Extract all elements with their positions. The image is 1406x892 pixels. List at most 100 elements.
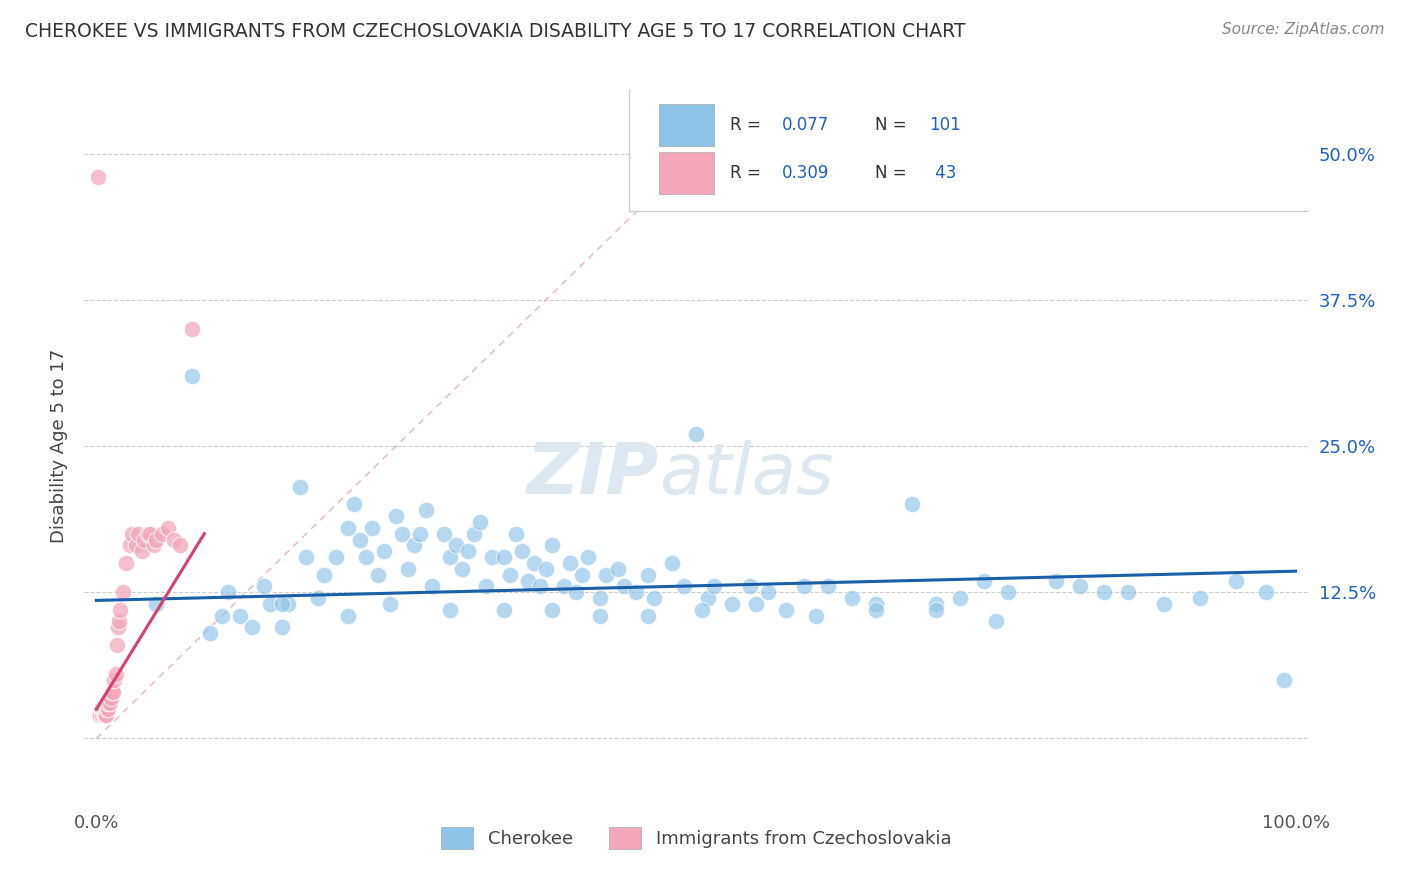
Point: [1188, 591, 1211, 605]
Text: 0.077: 0.077: [782, 116, 830, 134]
Point: [96, 697, 118, 711]
Point: [1254, 585, 1277, 599]
Point: [396, 562, 419, 576]
Point: [91, 708, 114, 723]
Text: 43: 43: [929, 164, 956, 182]
Point: [229, 608, 252, 623]
Point: [1045, 574, 1067, 588]
Point: [290, 480, 312, 494]
Point: [115, 556, 138, 570]
Point: [142, 538, 165, 552]
Point: [97, 702, 120, 716]
Point: [973, 574, 995, 588]
Point: [86, 169, 108, 184]
FancyBboxPatch shape: [659, 104, 714, 146]
Point: [1272, 673, 1295, 687]
Point: [505, 526, 527, 541]
Point: [101, 684, 124, 698]
Point: [240, 620, 263, 634]
Point: [111, 585, 134, 599]
Point: [200, 626, 222, 640]
Point: [150, 526, 173, 541]
Point: [865, 603, 887, 617]
Point: [314, 567, 336, 582]
Point: [343, 498, 366, 512]
Point: [672, 579, 695, 593]
Point: [804, 608, 827, 623]
FancyBboxPatch shape: [659, 152, 714, 194]
Point: [380, 597, 402, 611]
Point: [163, 533, 186, 547]
Point: [841, 591, 863, 605]
Text: Source: ZipAtlas.com: Source: ZipAtlas.com: [1222, 22, 1385, 37]
Point: [865, 597, 887, 611]
Point: [925, 603, 948, 617]
Point: [97, 697, 120, 711]
Point: [529, 579, 551, 593]
Point: [494, 603, 516, 617]
Point: [93, 708, 117, 723]
Point: [949, 591, 972, 605]
Point: [613, 579, 636, 593]
FancyBboxPatch shape: [628, 86, 1313, 211]
Point: [595, 567, 617, 582]
Point: [541, 603, 564, 617]
Point: [481, 550, 503, 565]
Point: [624, 585, 647, 599]
Point: [125, 538, 148, 552]
Point: [1116, 585, 1139, 599]
Point: [94, 697, 117, 711]
Point: [1225, 574, 1247, 588]
Point: [925, 597, 948, 611]
Point: [127, 526, 149, 541]
Point: [756, 585, 779, 599]
Point: [541, 538, 564, 552]
Point: [409, 526, 432, 541]
Point: [404, 538, 426, 552]
Point: [463, 526, 485, 541]
Y-axis label: Disability Age 5 to 17: Disability Age 5 to 17: [51, 349, 69, 543]
Point: [337, 608, 360, 623]
Point: [325, 550, 347, 565]
Text: 0.309: 0.309: [782, 164, 830, 182]
Point: [271, 620, 294, 634]
Point: [136, 526, 159, 541]
Point: [145, 533, 167, 547]
Point: [103, 673, 125, 687]
Point: [499, 567, 522, 582]
Point: [745, 597, 768, 611]
Point: [385, 509, 408, 524]
Point: [307, 591, 329, 605]
Point: [534, 562, 557, 576]
Point: [643, 591, 665, 605]
Point: [337, 521, 360, 535]
Point: [589, 608, 612, 623]
Point: [607, 562, 630, 576]
Text: 101: 101: [929, 116, 962, 134]
Point: [295, 550, 318, 565]
Point: [271, 597, 294, 611]
Point: [391, 526, 413, 541]
Point: [703, 579, 725, 593]
Point: [367, 567, 389, 582]
Point: [89, 708, 111, 723]
Point: [439, 603, 461, 617]
Text: N =: N =: [875, 164, 911, 182]
Text: N =: N =: [875, 116, 911, 134]
Text: ZIP: ZIP: [527, 440, 659, 509]
Point: [94, 708, 117, 723]
Text: R =: R =: [730, 164, 766, 182]
Point: [637, 567, 659, 582]
Point: [415, 503, 437, 517]
Point: [100, 690, 122, 705]
Point: [181, 322, 204, 336]
Point: [354, 550, 377, 565]
Point: [107, 620, 129, 634]
Text: atlas: atlas: [659, 440, 834, 509]
Point: [576, 550, 599, 565]
Point: [661, 556, 683, 570]
Point: [721, 597, 744, 611]
Point: [217, 585, 239, 599]
Point: [775, 603, 797, 617]
Point: [984, 615, 1007, 629]
